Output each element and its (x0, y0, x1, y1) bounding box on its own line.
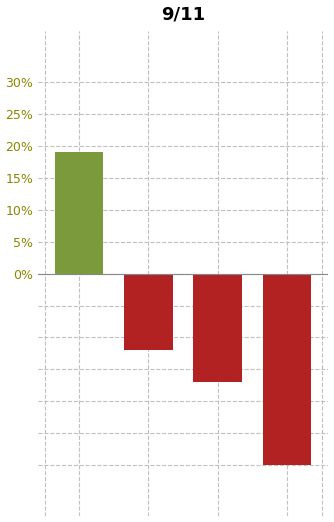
Bar (263, 274, 311, 465)
Bar (124, 274, 173, 350)
Bar (55, 152, 104, 274)
Bar (193, 274, 242, 382)
Title: 9/11: 9/11 (161, 6, 205, 23)
